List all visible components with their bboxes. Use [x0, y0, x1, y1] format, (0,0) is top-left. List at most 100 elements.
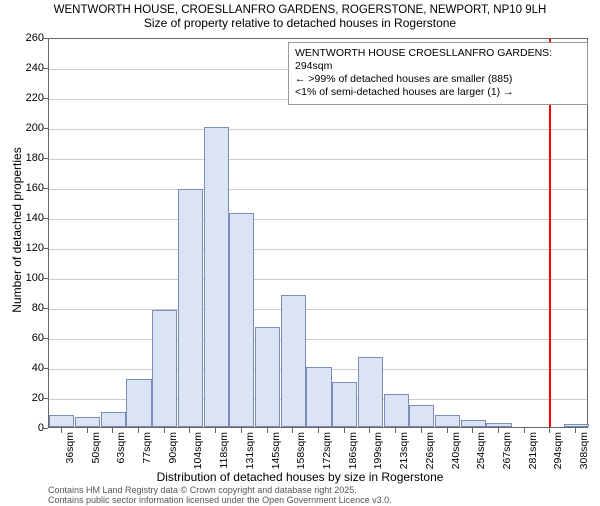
x-tick-mark	[267, 428, 268, 433]
x-tick-mark	[318, 428, 319, 433]
histogram-bar	[306, 367, 331, 427]
y-tick-mark	[43, 38, 48, 39]
histogram-bar	[409, 405, 434, 428]
y-tick-mark	[43, 158, 48, 159]
x-tick-label: 172sqm	[321, 432, 333, 469]
x-tick-mark	[292, 428, 293, 433]
histogram-bar	[126, 379, 151, 427]
y-tick-mark	[43, 188, 48, 189]
y-tick-mark	[43, 398, 48, 399]
histogram-bar	[384, 394, 409, 427]
y-tick-mark	[43, 278, 48, 279]
histogram-bar	[75, 417, 100, 428]
chart-title-line2: Size of property relative to detached ho…	[0, 16, 600, 30]
x-tick-label: 36sqm	[64, 432, 76, 464]
histogram-bar	[281, 295, 306, 427]
gridline	[49, 279, 587, 280]
x-tick-mark	[215, 428, 216, 433]
x-tick-mark	[369, 428, 370, 433]
y-tick-mark	[43, 338, 48, 339]
x-tick-label: 240sqm	[450, 432, 462, 469]
histogram-bar	[49, 415, 74, 427]
histogram-bar	[461, 420, 486, 428]
x-tick-mark	[241, 428, 242, 433]
y-tick-label: 140	[14, 212, 44, 224]
x-tick-mark	[524, 428, 525, 433]
y-tick-label: 20	[14, 392, 44, 404]
x-tick-mark	[549, 428, 550, 433]
x-tick-label: 131sqm	[244, 432, 256, 469]
x-tick-label: 186sqm	[347, 432, 359, 469]
y-tick-label: 60	[14, 332, 44, 344]
chart-container: WENTWORTH HOUSE CROESLLANFRO GARDENS: 29…	[48, 38, 588, 428]
annotation-line: WENTWORTH HOUSE CROESLLANFRO GARDENS: 29…	[295, 47, 581, 73]
histogram-bar	[332, 382, 357, 427]
gridline	[49, 309, 587, 310]
y-tick-label: 160	[14, 182, 44, 194]
x-tick-mark	[575, 428, 576, 433]
x-tick-label: 90sqm	[167, 432, 179, 464]
x-tick-mark	[189, 428, 190, 433]
y-tick-mark	[43, 308, 48, 309]
x-tick-mark	[87, 428, 88, 433]
footer-attribution: Contains HM Land Registry data © Crown c…	[48, 486, 392, 506]
x-tick-mark	[61, 428, 62, 433]
x-tick-label: 213sqm	[398, 432, 410, 469]
x-tick-label: 294sqm	[552, 432, 564, 469]
y-tick-label: 220	[14, 92, 44, 104]
x-tick-label: 50sqm	[90, 432, 102, 464]
gridline	[49, 249, 587, 250]
histogram-bar	[435, 415, 460, 427]
histogram-bar	[255, 327, 280, 428]
x-tick-label: 63sqm	[115, 432, 127, 464]
histogram-bar	[229, 213, 254, 428]
y-tick-mark	[43, 128, 48, 129]
x-tick-mark	[138, 428, 139, 433]
y-tick-label: 0	[14, 422, 44, 434]
x-tick-label: 104sqm	[192, 432, 204, 469]
histogram-bar	[152, 310, 177, 427]
gridline	[49, 159, 587, 160]
gridline	[49, 189, 587, 190]
gridline	[49, 339, 587, 340]
y-axis-label: Number of detached properties	[10, 147, 24, 312]
y-tick-label: 120	[14, 242, 44, 254]
y-tick-mark	[43, 68, 48, 69]
x-tick-mark	[421, 428, 422, 433]
x-tick-mark	[112, 428, 113, 433]
x-tick-mark	[472, 428, 473, 433]
x-tick-mark	[164, 428, 165, 433]
gridline	[49, 129, 587, 130]
x-tick-label: 77sqm	[141, 432, 153, 464]
y-tick-label: 260	[14, 32, 44, 44]
x-tick-label: 145sqm	[270, 432, 282, 469]
y-tick-mark	[43, 98, 48, 99]
x-tick-label: 267sqm	[501, 432, 513, 469]
x-tick-label: 158sqm	[295, 432, 307, 469]
y-tick-label: 200	[14, 122, 44, 134]
y-tick-mark	[43, 218, 48, 219]
y-tick-mark	[43, 428, 48, 429]
x-tick-label: 118sqm	[218, 432, 230, 469]
y-tick-mark	[43, 368, 48, 369]
histogram-bar	[101, 412, 126, 427]
histogram-bar	[178, 189, 203, 428]
y-tick-label: 240	[14, 62, 44, 74]
y-tick-label: 80	[14, 302, 44, 314]
x-tick-mark	[344, 428, 345, 433]
x-tick-label: 254sqm	[475, 432, 487, 469]
annotation-line: ← >99% of detached houses are smaller (8…	[295, 73, 581, 86]
x-axis-label: Distribution of detached houses by size …	[0, 470, 600, 484]
histogram-bar	[358, 357, 383, 428]
histogram-bar	[204, 127, 229, 427]
y-tick-label: 100	[14, 272, 44, 284]
histogram-bar	[486, 423, 511, 428]
chart-title-line1: WENTWORTH HOUSE, CROESLLANFRO GARDENS, R…	[0, 4, 600, 16]
x-tick-label: 308sqm	[578, 432, 590, 469]
annotation-box: WENTWORTH HOUSE CROESLLANFRO GARDENS: 29…	[288, 42, 588, 105]
x-tick-label: 281sqm	[527, 432, 539, 469]
y-tick-label: 180	[14, 152, 44, 164]
x-tick-mark	[447, 428, 448, 433]
x-tick-label: 199sqm	[372, 432, 384, 469]
annotation-line: <1% of semi-detached houses are larger (…	[295, 86, 581, 99]
